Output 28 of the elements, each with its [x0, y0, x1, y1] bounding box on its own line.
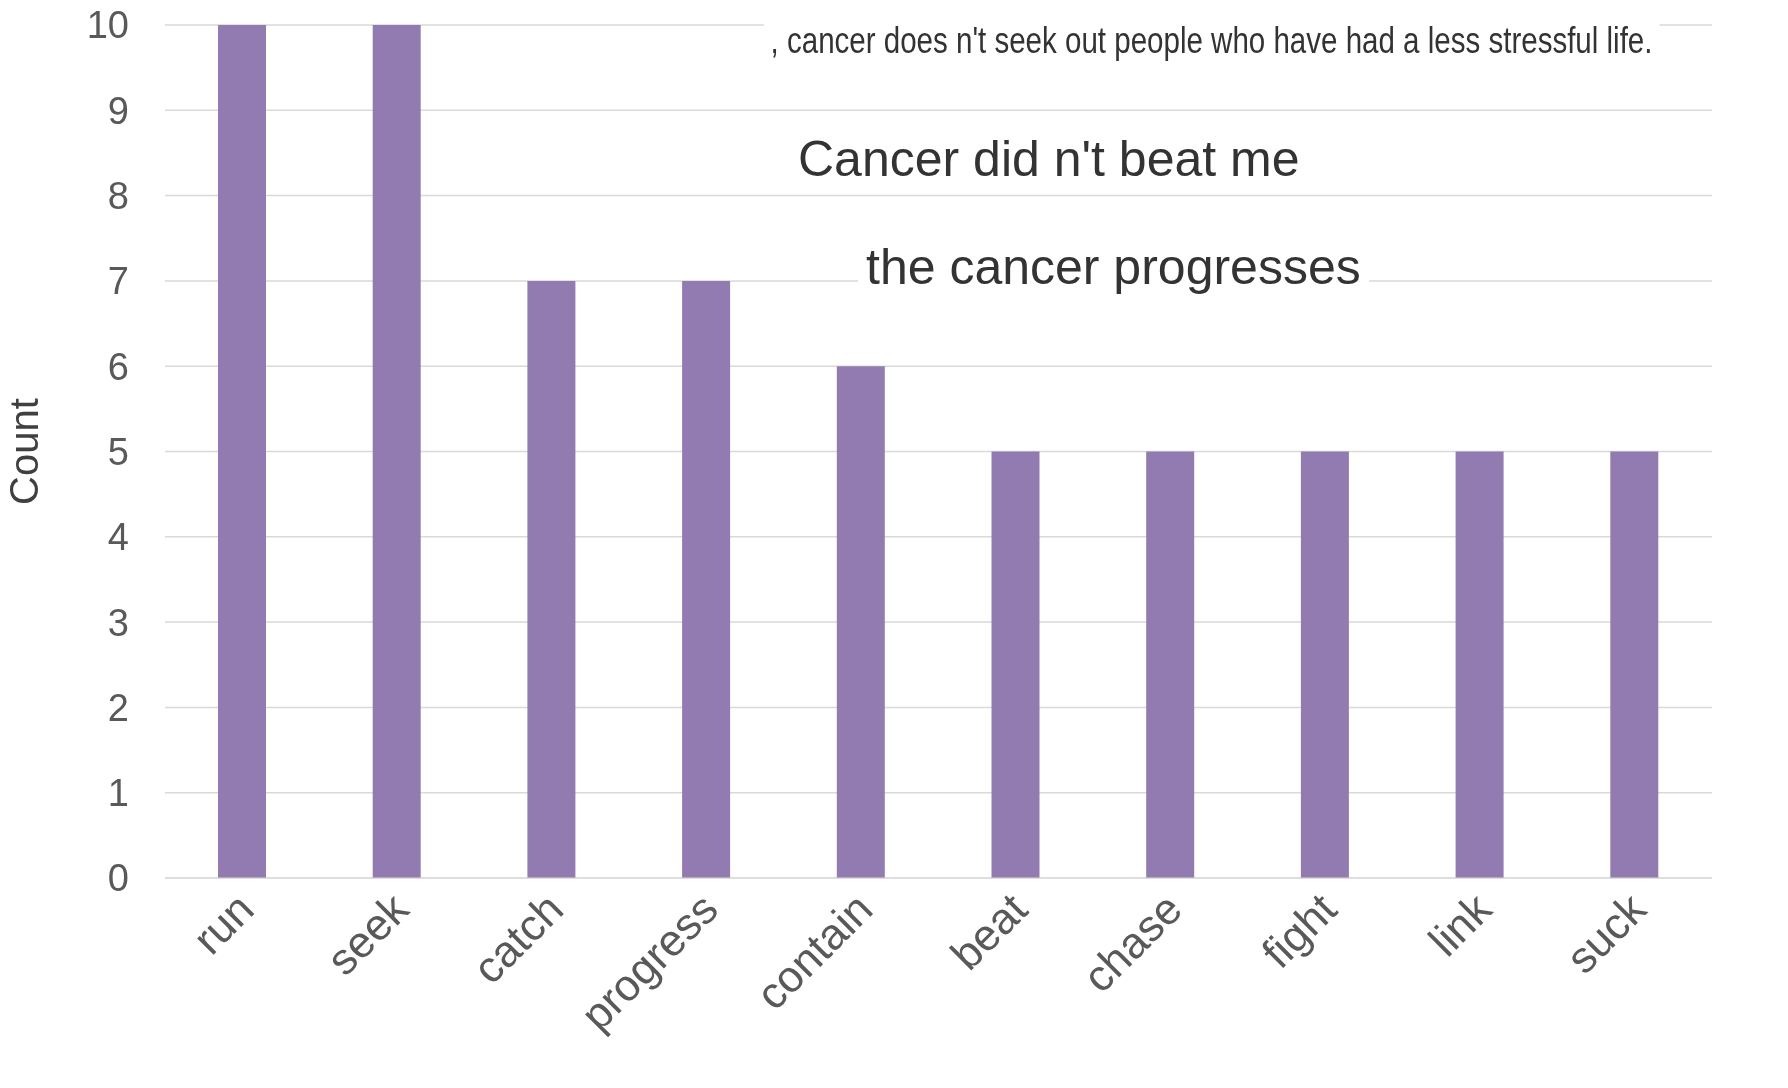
annotation: Cancer did n't beat me — [790, 128, 1308, 190]
annotation: , cancer does n't seek out people who have had a less stressful life. — [764, 18, 1660, 64]
x-tick-label: link — [1418, 883, 1502, 966]
bar — [1455, 451, 1504, 878]
y-tick-label: 2 — [107, 686, 129, 729]
y-tick-label: 5 — [107, 430, 129, 473]
x-tick-label: run — [183, 883, 263, 964]
bar — [372, 25, 421, 878]
y-tick-label: 0 — [107, 857, 129, 900]
bar — [527, 280, 576, 878]
y-tick-label: 10 — [86, 4, 129, 47]
bar — [218, 25, 266, 878]
bar — [836, 366, 885, 878]
y-tick-label: 1 — [107, 772, 129, 815]
y-tick-label: 9 — [107, 89, 129, 132]
x-tick-label: fight — [1252, 883, 1346, 978]
y-axis-title: Count — [2, 398, 47, 505]
y-tick-label: 4 — [107, 516, 129, 559]
bar — [1300, 451, 1349, 878]
y-tick-label: 8 — [107, 175, 129, 218]
annotation: the cancer progresses — [858, 236, 1369, 298]
bar — [682, 280, 731, 878]
bar — [991, 451, 1040, 878]
bar — [1610, 451, 1659, 878]
bar — [1146, 451, 1195, 878]
y-tick-label: 6 — [107, 345, 129, 388]
y-tick-label: 3 — [107, 601, 129, 644]
y-tick-label: 7 — [107, 260, 129, 303]
